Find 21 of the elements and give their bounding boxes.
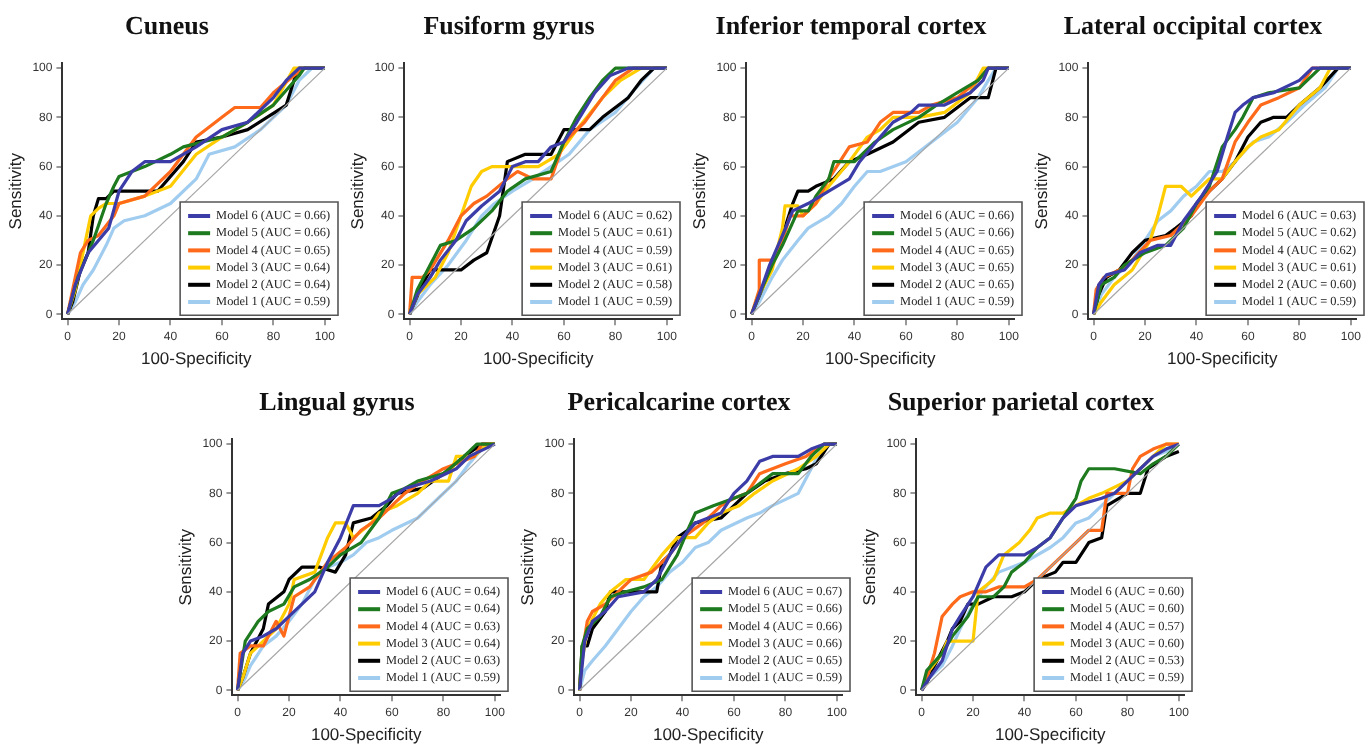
chart-title: Lingual gyrus: [259, 386, 415, 417]
x-axis-title: 100-Specificity: [1166, 348, 1279, 369]
chart-title: Cuneus: [125, 10, 209, 41]
x-axis-title: 100-Specificity: [482, 348, 595, 369]
x-axis-title: 100-Specificity: [140, 348, 253, 369]
y-axis-title: Sensitivity: [858, 527, 879, 606]
x-axis-title: 100-Specificity: [824, 348, 937, 369]
y-axis-title: Sensitivity: [174, 527, 195, 606]
y-axis-title: Sensitivity: [516, 527, 537, 606]
chart-title: Pericalcarine cortex: [567, 386, 792, 417]
y-axis-title: Sensitivity: [1030, 151, 1051, 230]
chart-title: Inferior temporal cortex: [715, 10, 988, 41]
y-axis-title: Sensitivity: [4, 151, 25, 230]
chart-title: Fusiform gyrus: [423, 10, 595, 41]
chart-title: Lateral occipital cortex: [1063, 10, 1324, 41]
y-axis-title: Sensitivity: [688, 151, 709, 230]
x-axis-title: 100-Specificity: [310, 724, 423, 745]
y-axis-title: Sensitivity: [346, 151, 367, 230]
chart-title: Superior parietal cortex: [887, 386, 1156, 417]
x-axis-title: 100-Specificity: [652, 724, 765, 745]
x-axis-title: 100-Specificity: [994, 724, 1107, 745]
